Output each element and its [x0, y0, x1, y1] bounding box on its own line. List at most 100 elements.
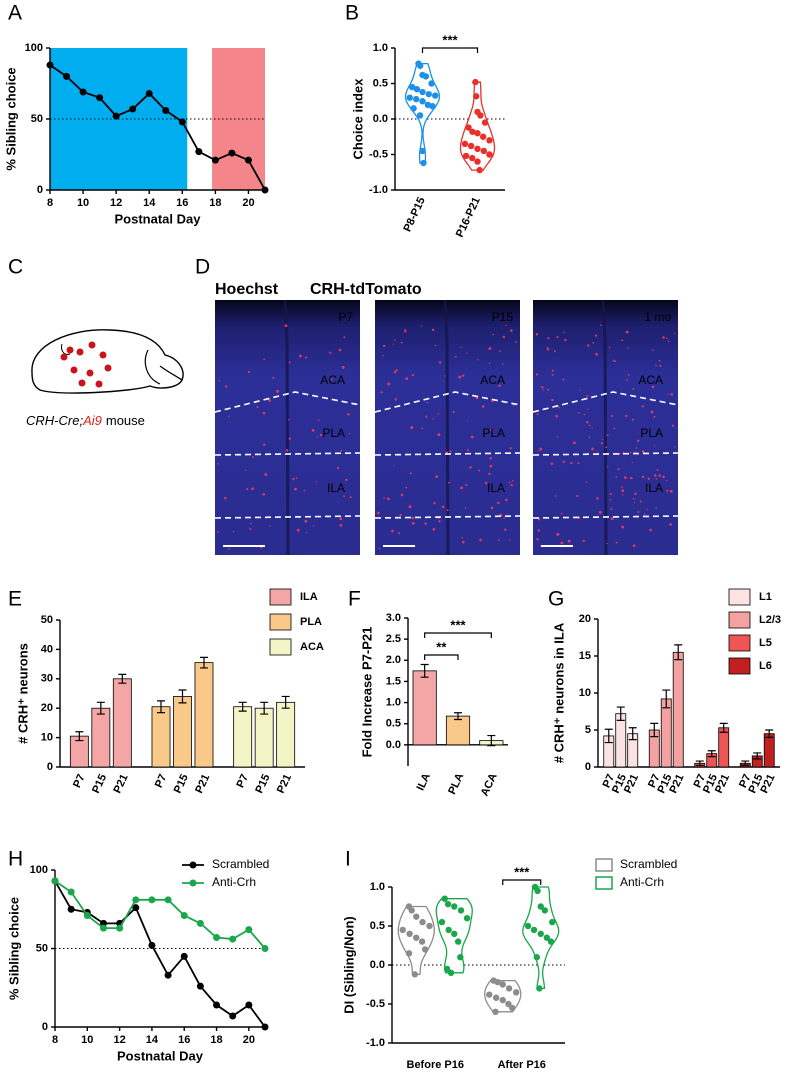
y-tick-label: 0	[37, 184, 43, 196]
error-bar	[281, 695, 290, 709]
cell-signal	[319, 433, 323, 437]
data-point	[411, 971, 419, 978]
y-tick-label: 0.0	[373, 113, 388, 125]
cell-signal	[659, 364, 662, 368]
cell-signal	[512, 479, 514, 482]
data-point	[418, 938, 426, 945]
data-point	[419, 147, 426, 155]
cell-signal	[570, 462, 573, 465]
y-tick-label: -1.0	[369, 184, 388, 196]
x-tick-label: 10	[77, 197, 89, 209]
error-bar	[707, 750, 716, 758]
data-point	[541, 907, 549, 914]
cell-signal	[643, 513, 646, 515]
cell-signal	[276, 389, 280, 393]
data-point	[492, 994, 500, 1001]
cell-signal	[411, 521, 415, 525]
cell-signal	[490, 506, 494, 510]
data-point	[445, 926, 452, 934]
panel-letter: A	[8, 2, 22, 25]
age-label: P15	[492, 310, 514, 324]
cell-signal	[340, 449, 343, 452]
cell-signal	[438, 361, 442, 364]
data-point	[245, 1001, 253, 1009]
cell-signal	[345, 478, 348, 482]
data-point	[428, 80, 435, 87]
cell-signal	[541, 386, 544, 389]
cell-signal	[588, 424, 591, 427]
cell-signal	[437, 413, 440, 415]
data-point	[443, 965, 451, 973]
cell-signal	[249, 527, 252, 530]
cell-signal	[218, 380, 221, 382]
bar	[91, 707, 111, 768]
cell-signal	[612, 359, 615, 362]
cell-signal	[499, 350, 501, 352]
data-point	[481, 119, 489, 126]
cell-signal	[673, 446, 676, 448]
x-tick-label: P21	[193, 772, 212, 795]
cell-signal	[649, 528, 652, 532]
significance-bracket	[502, 879, 542, 885]
data-point	[132, 904, 140, 912]
bar	[615, 713, 627, 768]
data-point	[148, 941, 156, 949]
cell-signal	[395, 369, 398, 372]
cell-signal	[577, 462, 580, 465]
y-tick-label: 0.0	[386, 739, 401, 751]
legend-marker	[189, 861, 197, 869]
data-point	[512, 989, 520, 996]
data-point	[474, 145, 481, 153]
cell-signal	[536, 538, 539, 541]
cell-signal	[606, 434, 609, 437]
data-point	[524, 922, 532, 930]
y-tick-label: 15	[579, 650, 591, 662]
cell-signal	[330, 378, 333, 381]
data-point	[474, 158, 481, 165]
panel-letter: D	[195, 256, 210, 279]
age-label: 1 mo	[644, 310, 671, 324]
series-line	[54, 880, 266, 1028]
cell-signal	[484, 481, 488, 485]
data-point	[454, 938, 462, 945]
cell-signal	[554, 495, 557, 497]
data-point	[67, 905, 75, 913]
cell-signal	[400, 341, 403, 344]
cell-signal	[547, 388, 550, 391]
y-axis-label: # CRH⁺ neurons	[15, 643, 30, 744]
region-boundary	[374, 515, 521, 519]
cell-signal	[573, 441, 576, 445]
data-point	[261, 186, 269, 194]
data-point	[492, 1008, 499, 1015]
data-point	[83, 912, 91, 920]
legend-label: ILA	[300, 591, 318, 603]
data-point	[486, 151, 493, 158]
cell-signal	[394, 398, 398, 401]
x-tick-label: P7	[153, 772, 170, 789]
cell-signal	[458, 375, 462, 379]
cell-signal	[610, 517, 614, 521]
data-point	[457, 907, 465, 914]
cell-signal	[655, 364, 657, 367]
data-point	[406, 930, 413, 937]
cell-signal	[509, 329, 513, 332]
data-point	[261, 945, 269, 952]
data-point	[178, 118, 186, 126]
data-point	[413, 913, 420, 920]
cell-signal	[503, 517, 505, 519]
cell-signal	[551, 398, 554, 402]
data-point	[196, 919, 204, 927]
cell-signal	[488, 362, 491, 365]
y-tick-label: -0.5	[366, 998, 385, 1010]
bar	[151, 706, 171, 768]
cell-signal	[435, 475, 439, 478]
bar	[254, 707, 274, 768]
cell-signal	[641, 450, 645, 453]
data-point	[413, 85, 421, 93]
cell-signal	[490, 428, 493, 432]
cell-signal	[582, 539, 585, 543]
cell-signal	[338, 348, 342, 352]
y-axis-label: Fold Increase P7-P21	[359, 627, 374, 758]
cell-signal	[382, 354, 384, 357]
y-tick-label: 1.5	[386, 675, 401, 687]
